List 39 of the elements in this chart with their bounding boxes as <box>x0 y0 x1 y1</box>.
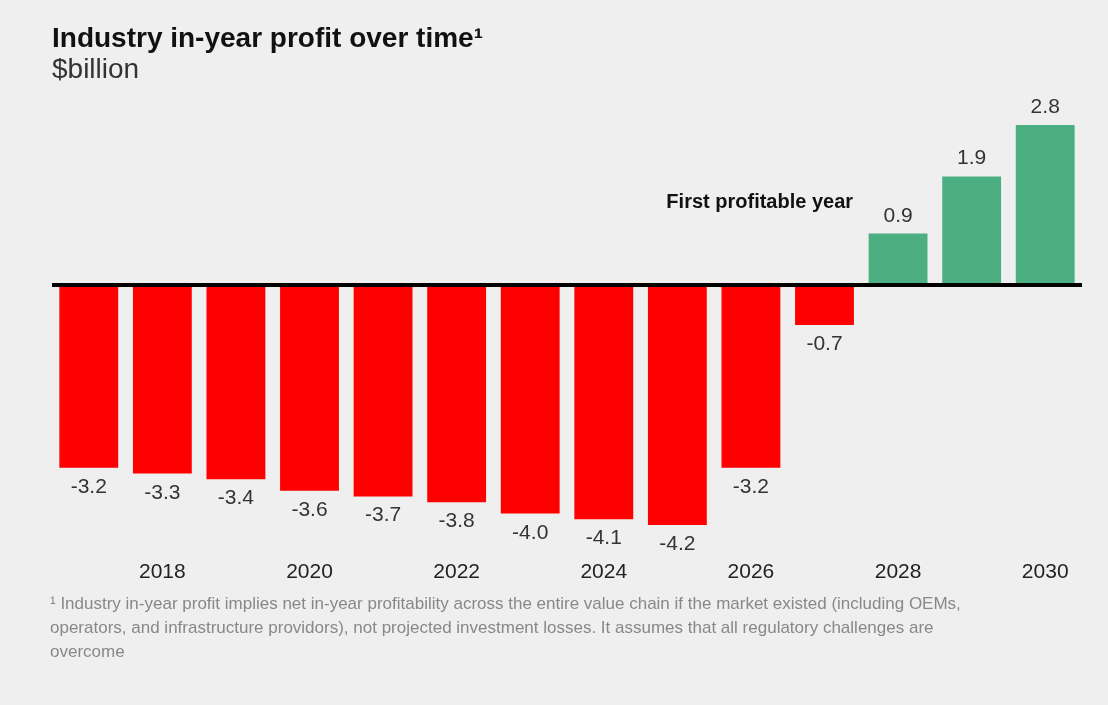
bar <box>721 285 781 468</box>
x-tick-label: 2022 <box>433 558 480 582</box>
bar <box>1015 125 1075 285</box>
data-label: -0.7 <box>806 331 843 354</box>
x-tick-label: 2020 <box>286 558 333 582</box>
bar <box>500 285 560 514</box>
data-label: -4.1 <box>585 525 622 549</box>
text: ¹ Industry in-year profit implies net in-year profitability across the entire value chain if the market existed (including OEMs, operators, and infrastructure providors), not projected investment losses. It assumes that all regulatory challenges are overcome <box>50 593 962 663</box>
chart-title: Industry in-year profit over time¹ <box>52 22 483 53</box>
data-label: -4.0 <box>512 519 549 543</box>
bar <box>868 233 928 285</box>
bar <box>59 285 119 468</box>
chart-subtitle: $billion <box>52 53 140 84</box>
x-tick-label: 2028 <box>874 558 922 582</box>
x-tick-label: 2030 <box>1021 558 1069 582</box>
data-label: -3.2 <box>732 473 770 497</box>
annotation: First profitable year <box>666 189 854 212</box>
data-label: -3.8 <box>438 508 475 532</box>
data-label: -3.4 <box>217 485 255 509</box>
data-label: -3.3 <box>144 479 181 503</box>
data-label: 1.9 <box>957 145 987 169</box>
data-label: 0.9 <box>883 202 913 226</box>
bar <box>206 285 266 480</box>
bar <box>427 285 487 503</box>
data-label: -3.7 <box>364 502 402 526</box>
bar <box>574 285 634 520</box>
bar <box>942 176 1002 285</box>
bar <box>132 285 192 474</box>
data-label: -4.2 <box>659 531 696 554</box>
x-tick-label: 2018 <box>139 558 186 582</box>
x-tick-label: 2024 <box>580 558 628 582</box>
bar <box>280 285 339 491</box>
bar <box>795 285 854 325</box>
bar <box>647 285 707 525</box>
data-label: -3.6 <box>291 496 328 520</box>
x-tick-label: 2026 <box>727 558 775 582</box>
data-label: -3.2 <box>70 473 107 497</box>
bar <box>353 285 413 497</box>
data-label: 2.8 <box>1030 94 1060 117</box>
